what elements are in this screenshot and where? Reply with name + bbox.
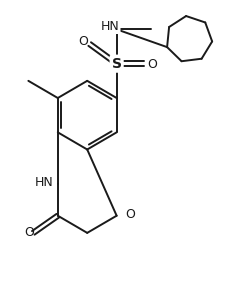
Text: O: O xyxy=(24,226,34,239)
Text: O: O xyxy=(147,58,157,71)
Text: HN: HN xyxy=(35,176,54,189)
Text: O: O xyxy=(79,35,89,48)
Text: S: S xyxy=(112,57,122,71)
Text: O: O xyxy=(125,208,135,221)
Text: HN: HN xyxy=(101,20,120,33)
